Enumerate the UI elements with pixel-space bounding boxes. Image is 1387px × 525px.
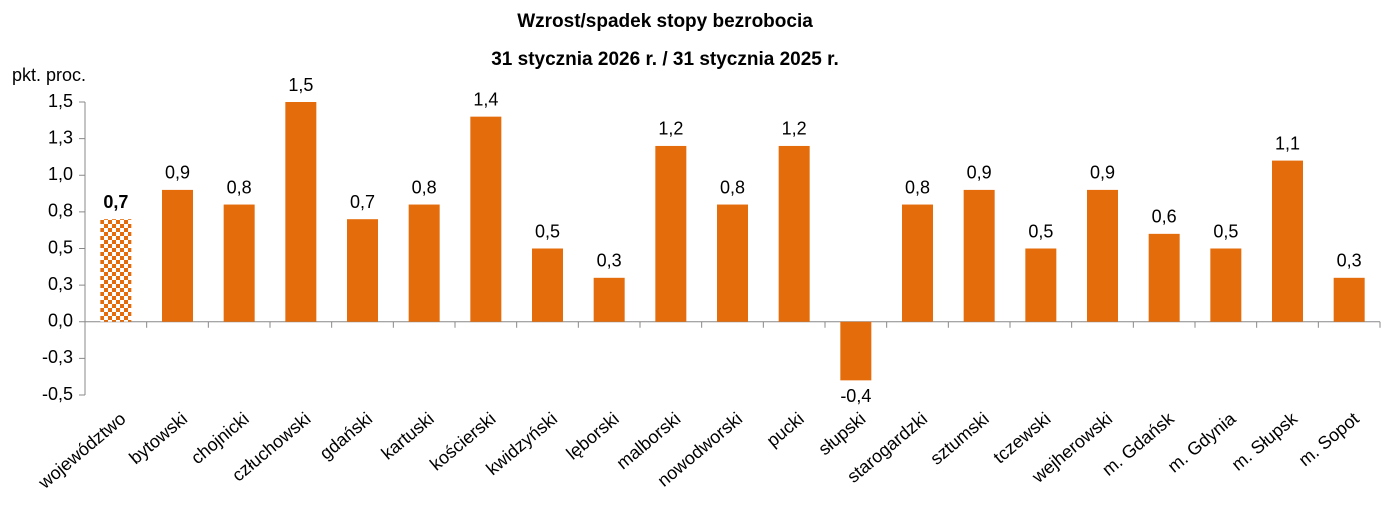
- data-label: 0,5: [1213, 221, 1238, 241]
- chart-subtitle: 31 stycznia 2026 r. / 31 stycznia 2025 r…: [491, 49, 839, 70]
- y-tick-label: 0,8: [48, 201, 73, 221]
- y-tick-label: 1,5: [48, 91, 73, 111]
- data-label: 0,8: [905, 177, 930, 197]
- bar: [593, 277, 625, 322]
- y-axis-label: pkt. proc.: [12, 65, 86, 85]
- data-label: -0,4: [840, 386, 871, 406]
- bar: [963, 189, 995, 322]
- data-label: 0,8: [227, 177, 252, 197]
- x-tick-label: sztumski: [926, 408, 992, 468]
- bar: [1087, 189, 1118, 322]
- y-tick-label: 0,0: [48, 311, 73, 331]
- data-label: 1,4: [473, 89, 498, 109]
- x-tick-label: kartuski: [377, 408, 437, 463]
- data-label: 0,8: [412, 177, 437, 197]
- x-tick-label: pucki: [763, 408, 808, 450]
- bar: [717, 204, 748, 322]
- bar: [1148, 233, 1180, 322]
- bar: [100, 219, 132, 322]
- x-tick-label: lęborski: [562, 408, 622, 463]
- data-label: 1,5: [288, 75, 313, 95]
- x-tick-label: m. Słupsk: [1228, 408, 1302, 475]
- data-label: 1,1: [1275, 133, 1300, 153]
- bar: [532, 248, 563, 322]
- data-label: 0,6: [1152, 207, 1177, 227]
- bar: [1272, 160, 1303, 322]
- data-label: 0,5: [1028, 221, 1053, 241]
- bar: [470, 116, 502, 322]
- data-label: 0,9: [967, 163, 992, 183]
- y-tick-label: 0,5: [48, 237, 73, 257]
- data-label: 0,3: [1337, 251, 1362, 271]
- bar: [347, 219, 378, 322]
- bar: [902, 204, 933, 322]
- chart-title: Wzrost/spadek stopy bezrobocia: [517, 11, 813, 32]
- bar: [1210, 248, 1242, 322]
- data-label: 0,5: [535, 221, 560, 241]
- bar: [408, 204, 440, 322]
- bar: [655, 145, 687, 322]
- x-tick-label: bytowski: [125, 408, 191, 468]
- bar: [1333, 277, 1365, 322]
- data-label: 0,9: [165, 163, 190, 183]
- bar: [223, 204, 255, 322]
- data-label: 0,7: [103, 192, 128, 212]
- bar: [1025, 248, 1057, 322]
- bar: [840, 321, 872, 381]
- x-tick-label: słupski: [814, 408, 869, 459]
- data-label: 0,7: [350, 192, 375, 212]
- bar: [778, 145, 810, 322]
- data-label: 1,2: [658, 119, 683, 139]
- y-tick-label: -0,5: [42, 384, 73, 404]
- x-tick-label: m. Gdynia: [1164, 408, 1240, 477]
- bar: [285, 102, 317, 322]
- x-tick-label: województwo: [34, 408, 130, 493]
- data-label: 1,2: [782, 119, 807, 139]
- x-tick-label: m. Sopot: [1295, 408, 1363, 470]
- x-tick-label: gdański: [316, 408, 376, 463]
- y-tick-label: 0,3: [48, 274, 73, 294]
- data-label: 0,9: [1090, 163, 1115, 183]
- data-label: 0,3: [597, 251, 622, 271]
- y-tick-label: -0,3: [42, 347, 73, 367]
- bar: [162, 189, 193, 322]
- y-tick-label: 1,3: [48, 127, 73, 147]
- y-tick-label: 1,0: [48, 164, 73, 184]
- data-label: 0,8: [720, 177, 745, 197]
